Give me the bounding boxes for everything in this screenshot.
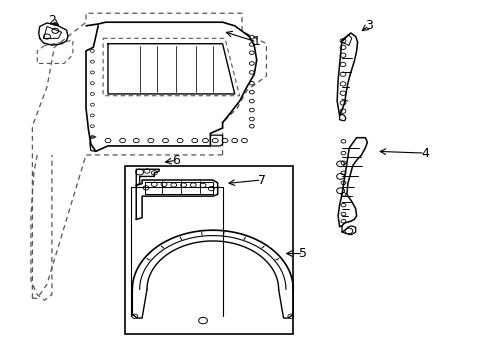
Text: 2: 2 [48,14,56,27]
Text: 5: 5 [298,247,306,260]
Text: 6: 6 [172,154,180,167]
Bar [125,166,293,334]
Text: 4: 4 [420,147,428,159]
Text: 1: 1 [252,35,260,49]
Text: 3: 3 [364,19,372,32]
Text: 7: 7 [257,174,265,186]
